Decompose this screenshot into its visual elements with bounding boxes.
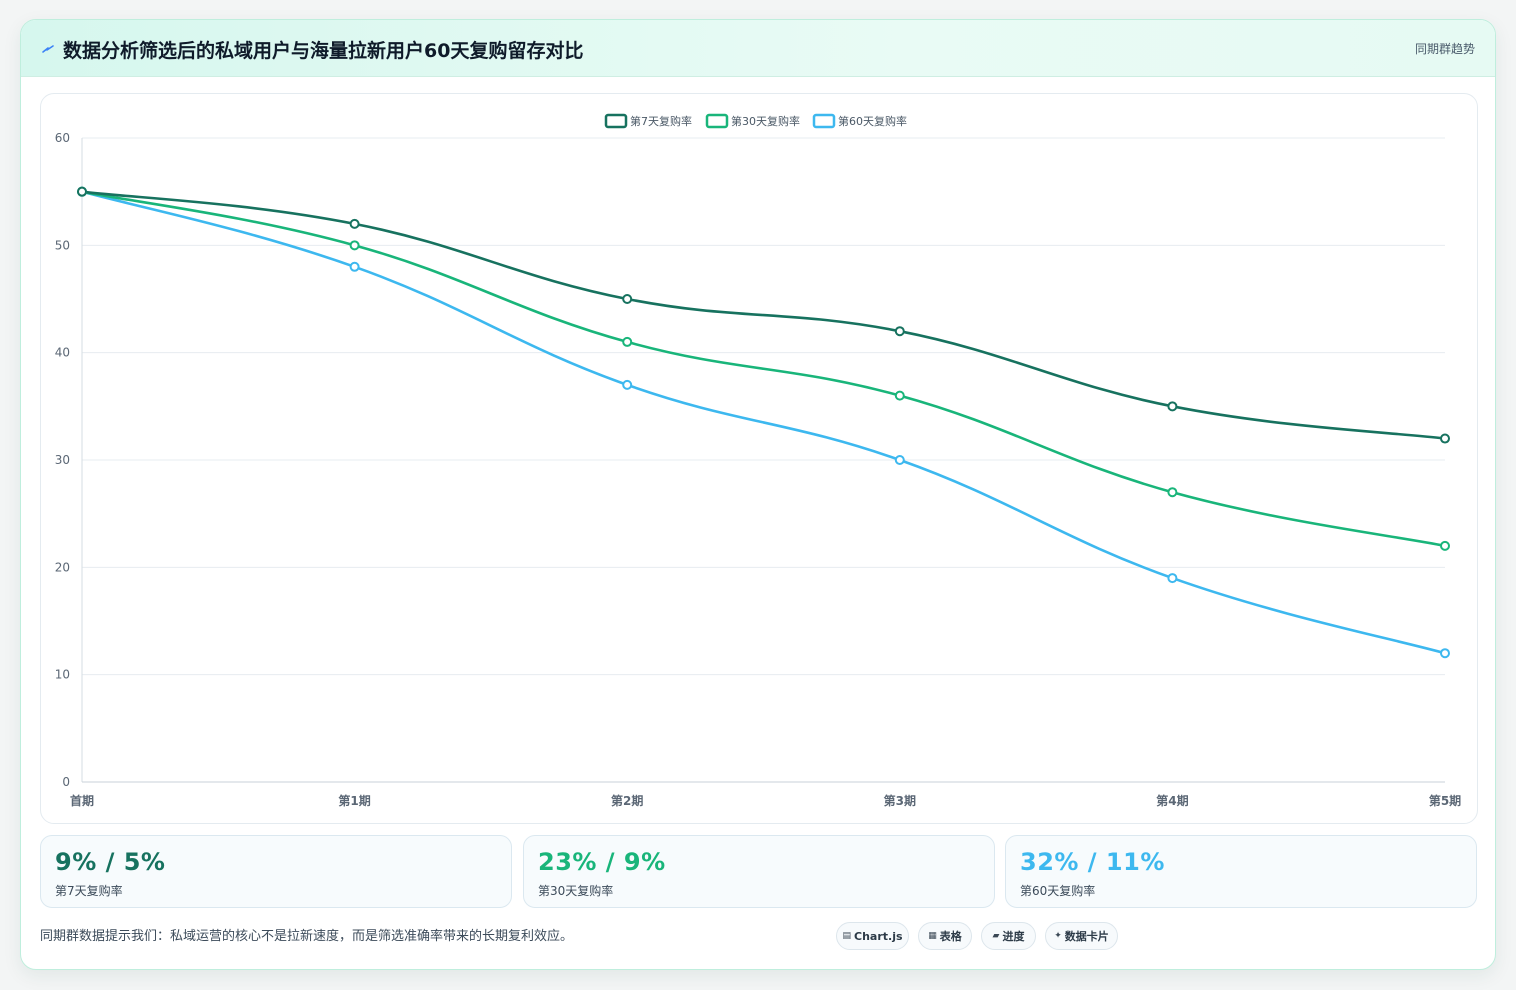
stat-label: 第60天复购率 — [1020, 884, 1096, 898]
y-tick-label: 60 — [55, 131, 70, 145]
data-point-series-2 — [622, 336, 633, 347]
table-icon: ▦ — [928, 931, 937, 941]
stat-value: 23% / 9% — [538, 848, 666, 876]
progress-icon: ▰ — [992, 931, 1000, 941]
data-point-series-3 — [1167, 573, 1178, 584]
data-point-series-1 — [1167, 401, 1178, 412]
cohort-trend-label: 同期群趋势 — [1414, 42, 1475, 56]
stat-value: 32% / 11% — [1020, 848, 1165, 876]
stat-value: 9% / 5% — [55, 848, 166, 876]
stat-label: 第30天复购率 — [538, 884, 614, 898]
y-tick-label: 30 — [55, 453, 70, 467]
page-title: 数据分析筛选后的私域用户与海量拉新用户60天复购留存对比 — [63, 40, 584, 62]
legend-swatch — [705, 113, 729, 129]
chip-chartjs[interactable]: ▤ Chart.js — [836, 922, 909, 950]
x-tick-label: 第2期 — [611, 793, 643, 808]
data-point-series-3 — [894, 455, 905, 465]
data-point-series-3 — [349, 261, 360, 272]
footnote: 同期群数据提示我们：私域运营的核心不是拉新速度，而是筛选准确率带来的长期复利效应… — [40, 929, 574, 944]
data-point-series-3 — [622, 379, 633, 390]
y-tick-label: 20 — [55, 560, 70, 574]
data-point-series-3 — [1440, 648, 1450, 659]
chip-label: Chart.js — [854, 929, 903, 943]
chip-data-card[interactable]: ✦ 数据卡片 — [1045, 922, 1118, 950]
x-tick-label: 第5期 — [1429, 793, 1461, 808]
x-tick-label: 第1期 — [338, 793, 370, 808]
data-point-series-2 — [1440, 540, 1450, 551]
data-point-series-1 — [1440, 433, 1450, 444]
card-header: 数据分析筛选后的私域用户与海量拉新用户60天复购留存对比 同期群趋势 — [21, 20, 1495, 77]
series-line-1 — [81, 190, 1446, 440]
stat-card-day30: 23% / 9% 第30天复购率 — [523, 835, 995, 908]
data-point-series-2 — [349, 240, 360, 251]
legend-swatch — [604, 113, 628, 129]
legend-label: 第60天复购率 — [838, 114, 907, 128]
legend-swatch — [812, 113, 836, 129]
stat-card-day60: 32% / 11% 第60天复购率 — [1005, 835, 1477, 908]
line-chart: 0 10 20 30 40 50 60 首期 第1期 第2期 第3期 第4期 第5期 第7天复购率 第30天… — [55, 113, 1461, 808]
sparkle-icon: ✦ — [1054, 931, 1062, 941]
y-tick-label: 40 — [55, 346, 70, 360]
legend-label: 第7天复购率 — [630, 114, 692, 128]
chart-card: 数据分析筛选后的私域用户与海量拉新用户60天复购留存对比 同期群趋势 0 10 20… — [20, 19, 1496, 970]
chart-icon: ▤ — [842, 931, 851, 941]
data-point-series-1 — [77, 186, 87, 197]
y-tick-label: 10 — [55, 668, 70, 682]
y-tick-label: 0 — [62, 775, 70, 789]
lightning-icon — [42, 45, 54, 53]
series-line-3 — [81, 190, 1446, 655]
x-tick-label: 第3期 — [884, 793, 916, 808]
x-tick-label: 第4期 — [1156, 793, 1188, 808]
chip-label: 表格 — [939, 930, 962, 943]
stat-label: 第7天复购率 — [55, 884, 123, 898]
y-tick-label: 50 — [55, 238, 70, 252]
legend-label: 第30天复购率 — [731, 114, 800, 128]
chip-label: 进度 — [1002, 930, 1025, 943]
data-point-series-1 — [622, 294, 633, 304]
stat-card-day7: 9% / 5% 第7天复购率 — [40, 835, 512, 908]
data-point-series-1 — [894, 326, 905, 337]
chip-label: 数据卡片 — [1064, 930, 1109, 943]
series-line-2 — [81, 190, 1446, 548]
chip-progress[interactable]: ▰ 进度 — [981, 922, 1036, 950]
x-tick-label: 首期 — [70, 793, 94, 808]
data-point-series-2 — [894, 390, 905, 401]
data-point-series-1 — [349, 218, 360, 229]
line-chart-panel: 0 10 20 30 40 50 60 首期 第1期 第2期 第3期 第4期 第5期 第7天复购率 第30天… — [40, 93, 1478, 824]
chip-table[interactable]: ▦ 表格 — [918, 922, 972, 950]
data-point-series-2 — [1167, 487, 1178, 498]
